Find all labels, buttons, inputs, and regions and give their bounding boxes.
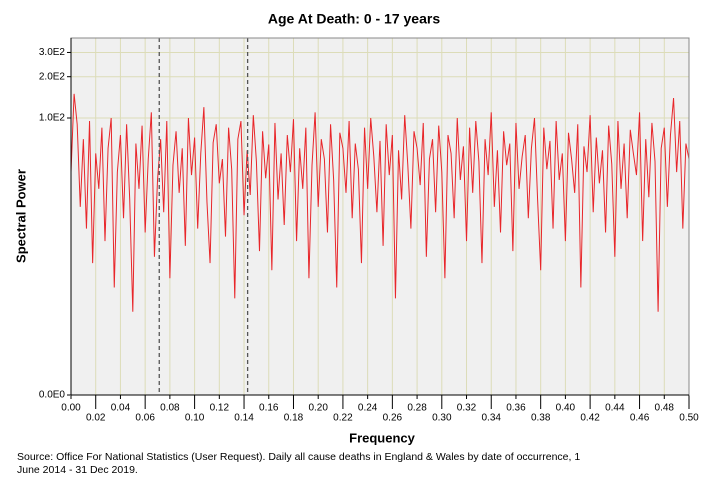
x-tick-label: 0.38 — [531, 413, 551, 424]
x-tick-label: 0.42 — [580, 413, 600, 424]
chart-title: Age At Death: 0 - 17 years — [268, 11, 440, 27]
x-tick-label: 0.16 — [259, 403, 279, 414]
x-tick-label: 0.28 — [407, 403, 427, 414]
x-tick-label: 0.40 — [556, 403, 576, 414]
x-tick-label: 0.06 — [135, 413, 155, 424]
ticks: 0.00 0.02 0.04 0.06 0.08 0.10 0.12 0.14 0.16 0.18… — [39, 37, 699, 424]
x-tick-label: 0.36 — [506, 403, 526, 414]
x-tick-label: 0.34 — [482, 413, 502, 424]
x-tick-label: 0.50 — [679, 413, 699, 424]
y-axis-label: Spectral Power — [13, 169, 28, 263]
x-tick-label: 0.46 — [630, 413, 650, 424]
x-tick-label: 0.24 — [358, 403, 378, 414]
x-tick-label: 0.20 — [308, 403, 328, 414]
x-tick-label: 0.12 — [210, 403, 230, 414]
y-tick-label: 1.0E2 — [39, 113, 66, 124]
x-tick-label: 0.44 — [605, 403, 625, 414]
x-tick-label: 0.30 — [432, 413, 452, 424]
x-tick-label: 0.32 — [457, 403, 477, 414]
spectrum-line — [70, 93, 690, 312]
y-tick-label: 3.0E2 — [39, 47, 66, 58]
x-tick-label: 0.18 — [284, 413, 304, 424]
source-note: Source: Office For National Statistics (… — [17, 451, 580, 463]
y-tick-label: 0.0E0 — [39, 390, 66, 401]
x-tick-label: 0.14 — [234, 413, 254, 424]
x-tick-label: 0.02 — [86, 413, 106, 424]
x-axis-label: Frequency — [349, 430, 416, 445]
grid — [70, 38, 690, 396]
x-tick-label: 0.26 — [383, 413, 403, 424]
source-note: June 2014 - 31 Dec 2019. — [17, 464, 138, 476]
x-tick-label: 0.04 — [111, 403, 131, 414]
y-tick-label: 2.0E2 — [39, 71, 66, 82]
x-tick-label: 0.10 — [185, 413, 205, 424]
plot-area — [71, 38, 689, 395]
marks — [70, 38, 690, 395]
x-tick-label: 0.00 — [61, 403, 81, 414]
x-tick-label: 0.08 — [160, 403, 180, 414]
x-tick-label: 0.48 — [655, 403, 675, 414]
x-tick-label: 0.22 — [333, 413, 353, 424]
